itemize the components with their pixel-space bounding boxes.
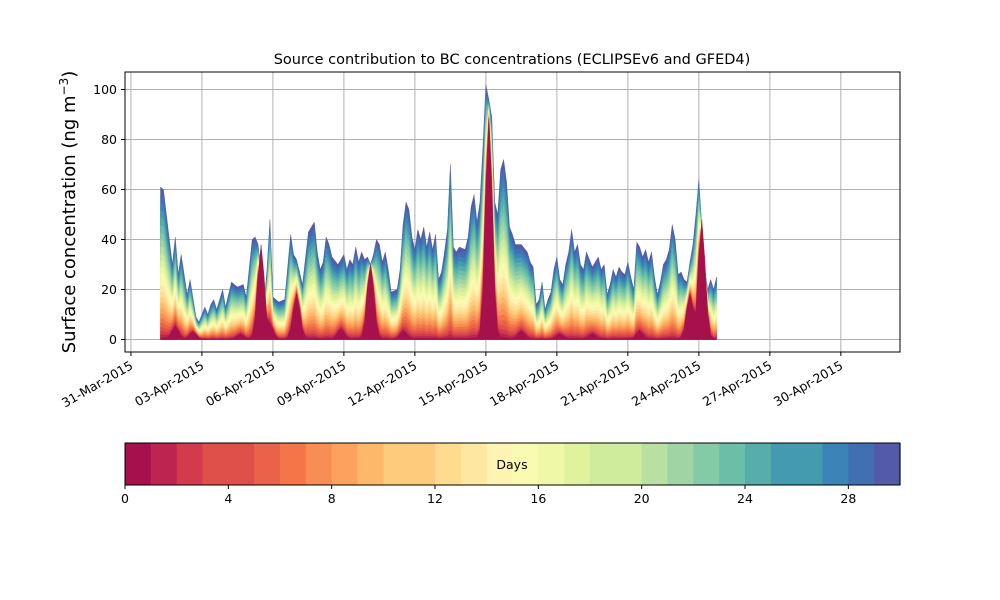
colorbar-cell: [254, 443, 281, 485]
y-tick-label: 60: [101, 182, 117, 197]
colorbar-tick-label: 8: [328, 491, 336, 506]
y-tick-label: 100: [93, 82, 117, 97]
area-layers: [160, 84, 717, 340]
y-axis: 0 20 40 60 80 100: [93, 82, 125, 347]
colorbar-cell: [590, 443, 617, 485]
colorbar-cell: [615, 443, 643, 485]
colorbar-label: Days: [496, 457, 527, 472]
colorbar-cell: [512, 443, 539, 485]
age-layer-7: [160, 115, 717, 340]
colorbar-cell: [280, 443, 307, 485]
colorbar-cell: [125, 443, 152, 485]
colorbar-cell: [228, 443, 255, 485]
y-tick-label: 80: [101, 132, 117, 147]
x-tick-label: 06-Apr-2015: [203, 358, 277, 410]
age-layer-1: [160, 118, 717, 340]
colorbar-cell: [435, 443, 462, 485]
colorbar-cell: [357, 443, 384, 485]
x-tick-label: 30-Apr-2015: [771, 358, 845, 410]
x-tick-label: 21-Apr-2015: [558, 358, 632, 410]
colorbar-cell: [305, 443, 333, 485]
y-tick-label: 40: [101, 232, 117, 247]
colorbar-cell: [409, 443, 436, 485]
age-layer-5: [160, 116, 717, 340]
plot-area: 0 20 40 60 80 100 31-Mar-201503-Apr-201506-Ap…: [59, 71, 901, 410]
colorbar-tick-label: 4: [224, 491, 232, 506]
x-tick-label: 18-Apr-2015: [487, 358, 561, 410]
colorbar-cell: [564, 443, 591, 485]
colorbar-cell: [848, 443, 875, 485]
colorbar-cell: [745, 443, 772, 485]
colorbar-cell: [822, 443, 849, 485]
age-layer-6: [160, 116, 717, 340]
colorbar-tick-label: 0: [121, 491, 129, 506]
chart-title: Source contribution to BC concentrations…: [274, 52, 751, 68]
y-axis-label-close: ): [59, 71, 80, 78]
colorbar-cell: [667, 443, 694, 485]
colorbar-cell: [460, 443, 488, 485]
colorbar-tick-label: 12: [427, 491, 443, 506]
age-layer-4: [160, 117, 717, 340]
colorbar-cells: [125, 443, 901, 485]
colorbar-cell: [383, 443, 410, 485]
colorbar-cell: [176, 443, 204, 485]
colorbar-cell: [202, 443, 229, 485]
colorbar-cell: [770, 443, 798, 485]
age-layer-fresh: [160, 119, 717, 340]
colorbar-cell: [693, 443, 720, 485]
y-axis-label-main: Surface concentration (ng m: [59, 95, 80, 353]
x-tick-label: 12-Apr-2015: [345, 358, 419, 410]
y-tick-label: 0: [109, 332, 117, 347]
age-layer-9: [160, 113, 717, 340]
colorbar-cell: [150, 443, 178, 485]
x-axis: 31-Mar-201503-Apr-201506-Apr-201509-Apr-…: [59, 352, 845, 410]
colorbar-cell: [719, 443, 746, 485]
colorbar-cell: [641, 443, 669, 485]
colorbar-tick-label: 28: [840, 491, 856, 506]
y-tick-label: 20: [101, 282, 117, 297]
age-layer-10: [160, 113, 717, 340]
colorbar-tick-label: 24: [737, 491, 753, 506]
colorbar-cell: [796, 443, 824, 485]
colorbar: Days 0 4 8 12 16 20 24 28: [121, 442, 901, 506]
colorbar-cell: [538, 443, 565, 485]
colorbar-cell: [331, 443, 359, 485]
colorbar-cell: [486, 443, 514, 485]
x-tick-label: 27-Apr-2015: [700, 358, 774, 410]
colorbar-tick-label: 20: [634, 491, 650, 506]
plot-frame: [124, 71, 901, 353]
colorbar-frame: [124, 442, 901, 486]
age-layer-8: [160, 114, 717, 340]
age-layer-12: [160, 111, 717, 340]
x-tick-label: 03-Apr-2015: [132, 358, 206, 410]
x-tick-label: 24-Apr-2015: [629, 358, 703, 410]
x-tick-label: 09-Apr-2015: [274, 358, 348, 410]
x-tick-label: 31-Mar-2015: [59, 358, 135, 411]
age-layer-18: [160, 106, 717, 340]
colorbar-tick-label: 16: [530, 491, 546, 506]
age-layer-11: [160, 112, 717, 340]
age-layer-3: [160, 117, 717, 340]
y-axis-label: Surface concentration (ng m−3): [57, 71, 80, 354]
colorbar-ticks: 0 4 8 12 16 20 24 28: [121, 485, 856, 506]
y-axis-label-superscript: −3: [57, 78, 71, 96]
colorbar-cell: [874, 443, 901, 485]
x-tick-label: 15-Apr-2015: [416, 358, 490, 410]
age-layer-2: [160, 118, 717, 340]
